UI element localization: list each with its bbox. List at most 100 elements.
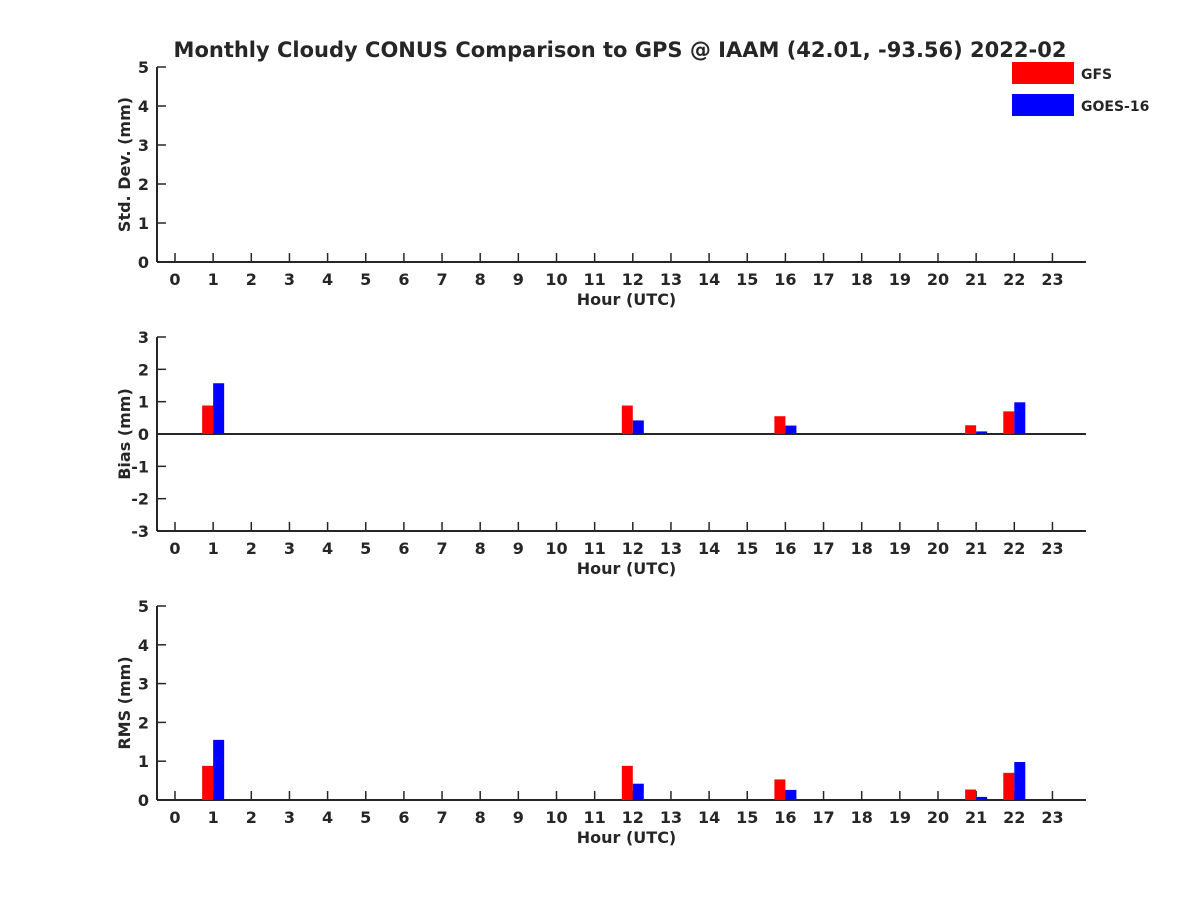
bar-gfs-hour-21 [965, 425, 977, 434]
x-tick-label: 3 [284, 808, 295, 827]
y-tick-label: 1 [138, 393, 149, 412]
bar-gfs-hour-22 [1003, 411, 1015, 434]
x-tick-label: 20 [927, 539, 949, 558]
x-tick-label: 3 [284, 539, 295, 558]
y-tick-label: 1 [138, 214, 149, 233]
legend-label-gfs: GFS [1081, 67, 1112, 83]
bar-gfs-hour-21 [965, 789, 977, 800]
y-tick-label: 4 [138, 636, 149, 655]
x-tick-label: 23 [1041, 808, 1063, 827]
x-tick-label: 2 [246, 539, 257, 558]
x-tick-label: 11 [584, 270, 606, 289]
x-tick-label: 22 [1003, 539, 1025, 558]
y-tick-label: 3 [138, 675, 149, 694]
x-tick-label: 21 [965, 808, 987, 827]
x-tick-label: 12 [622, 270, 644, 289]
bar-goes-16-hour-22 [1014, 761, 1026, 800]
bar-gfs-hour-1 [202, 765, 214, 800]
x-tick-label: 14 [698, 808, 720, 827]
bar-goes-16-hour-12 [632, 420, 644, 434]
x-tick-label: 7 [436, 270, 447, 289]
x-tick-label: 19 [889, 539, 911, 558]
y-tick-label: -1 [131, 457, 149, 476]
x-tick-label: 1 [208, 270, 219, 289]
x-tick-label: 11 [584, 539, 606, 558]
x-tick-label: 1 [208, 539, 219, 558]
x-tick-label: 14 [698, 539, 720, 558]
y-tick-label: 1 [138, 752, 149, 771]
x-tick-label: 13 [660, 270, 682, 289]
x-tick-label: 16 [774, 270, 796, 289]
x-tick-label: 8 [475, 270, 486, 289]
bar-goes-16-hour-1 [213, 739, 225, 800]
x-tick-label: 13 [660, 539, 682, 558]
x-tick-label: 17 [812, 808, 834, 827]
y-tick-label: 3 [138, 328, 149, 347]
x-tick-label: 6 [398, 270, 409, 289]
legend-swatch-gfs [1012, 62, 1074, 84]
x-axis-label: Hour (UTC) [577, 828, 677, 847]
x-tick-label: 18 [851, 808, 873, 827]
x-tick-label: 19 [889, 270, 911, 289]
x-tick-label: 20 [927, 808, 949, 827]
x-tick-label: 8 [475, 808, 486, 827]
bar-gfs-hour-16 [774, 416, 786, 434]
x-tick-label: 2 [246, 808, 257, 827]
x-tick-label: 9 [513, 270, 524, 289]
x-axis-label: Hour (UTC) [577, 290, 677, 309]
x-tick-label: 4 [322, 808, 333, 827]
x-tick-label: 6 [398, 539, 409, 558]
x-tick-label: 19 [889, 808, 911, 827]
x-tick-label: 0 [169, 808, 180, 827]
x-axis-label: Hour (UTC) [577, 559, 677, 578]
x-tick-label: 10 [545, 539, 567, 558]
x-tick-label: 20 [927, 270, 949, 289]
bar-gfs-hour-1 [202, 405, 214, 434]
y-tick-label: 5 [138, 597, 149, 616]
x-tick-label: 10 [545, 808, 567, 827]
x-tick-label: 16 [774, 539, 796, 558]
x-tick-label: 9 [513, 539, 524, 558]
y-tick-label: 0 [138, 791, 149, 810]
x-tick-label: 12 [622, 539, 644, 558]
x-tick-label: 7 [436, 808, 447, 827]
x-tick-label: 16 [774, 808, 796, 827]
bar-goes-16-hour-21 [976, 796, 988, 800]
x-tick-label: 18 [851, 539, 873, 558]
x-tick-label: 15 [736, 808, 758, 827]
y-tick-label: 5 [138, 58, 149, 77]
y-tick-label: 0 [138, 425, 149, 444]
y-tick-label: 2 [138, 360, 149, 379]
x-tick-label: 17 [812, 270, 834, 289]
x-tick-label: 17 [812, 539, 834, 558]
y-tick-label: 2 [138, 175, 149, 194]
y-tick-label: 3 [138, 136, 149, 155]
bar-goes-16-hour-21 [976, 431, 988, 434]
x-tick-label: 11 [584, 808, 606, 827]
x-tick-label: 3 [284, 270, 295, 289]
x-tick-label: 9 [513, 808, 524, 827]
y-axis-label: Std. Dev. (mm) [115, 97, 134, 232]
x-tick-label: 0 [169, 270, 180, 289]
y-tick-label: 4 [138, 97, 149, 116]
y-axis-label: Bias (mm) [115, 388, 134, 480]
x-tick-label: 2 [246, 270, 257, 289]
x-tick-label: 7 [436, 539, 447, 558]
y-tick-label: -3 [131, 522, 149, 541]
y-tick-label: 0 [138, 253, 149, 272]
x-tick-label: 21 [965, 270, 987, 289]
y-tick-label: 2 [138, 713, 149, 732]
bar-goes-16-hour-1 [213, 383, 225, 434]
bar-goes-16-hour-16 [785, 425, 797, 434]
x-tick-label: 4 [322, 539, 333, 558]
x-tick-label: 1 [208, 808, 219, 827]
x-tick-label: 6 [398, 808, 409, 827]
bar-gfs-hour-16 [774, 779, 786, 800]
x-tick-label: 23 [1041, 270, 1063, 289]
